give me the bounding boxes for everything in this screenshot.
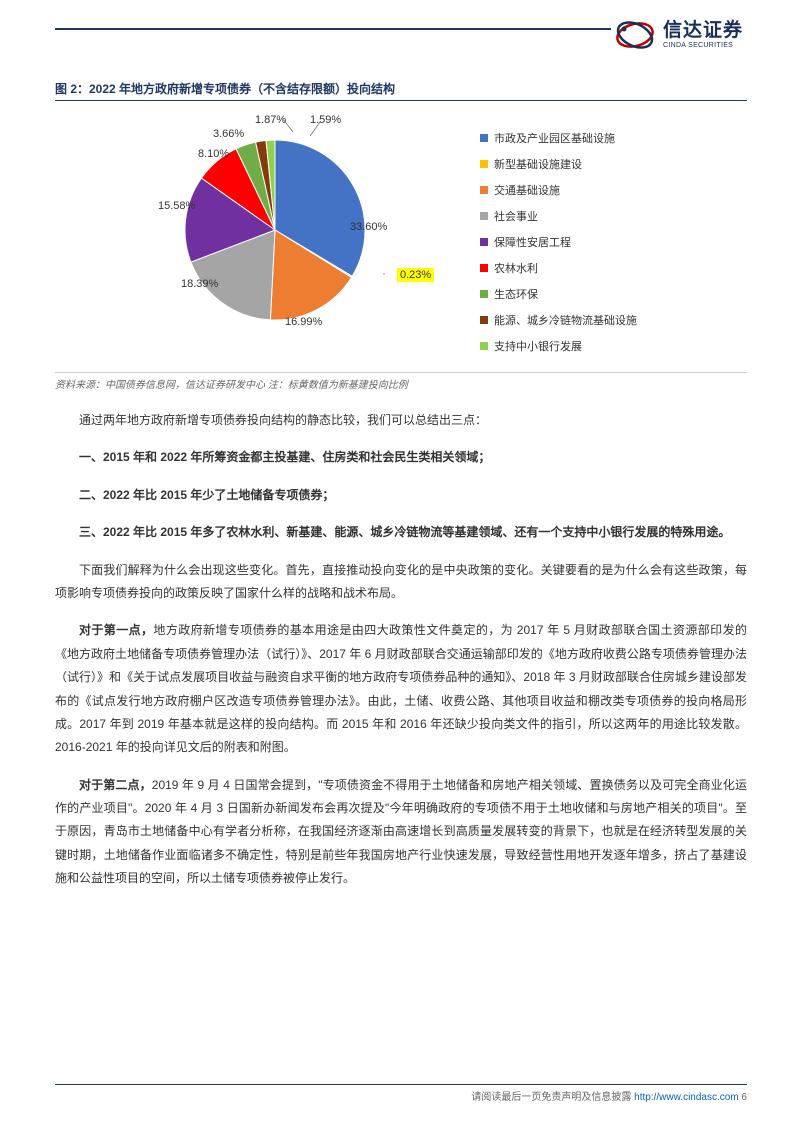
legend-item: 农林水利 bbox=[480, 260, 637, 276]
legend-label: 新型基础设施建设 bbox=[494, 156, 582, 172]
legend-item: 能源、城乡冷链物流基础设施 bbox=[480, 312, 637, 328]
legend-mark bbox=[480, 264, 488, 272]
legend-mark bbox=[480, 316, 488, 324]
legend-mark bbox=[480, 160, 488, 168]
para-first-bold: 对于第一点， bbox=[79, 623, 153, 637]
legend-label: 能源、城乡冷链物流基础设施 bbox=[494, 312, 637, 328]
footer-link[interactable]: http://www.cindasc.com bbox=[634, 1092, 738, 1103]
para-first: 对于第一点，地方政府新增专项债券的基本用途是由四大政策性文件奠定的，为 2017… bbox=[55, 619, 747, 759]
pie-label: 18.39% bbox=[181, 278, 218, 290]
para-intro: 通过两年地方政府新增专项债券投向结构的静态比较，我们可以总结出三点： bbox=[55, 409, 747, 432]
legend: 市政及产业园区基础设施新型基础设施建设交通基础设施社会事业保障性安居工程农林水利… bbox=[480, 120, 637, 354]
legend-item: 新型基础设施建设 bbox=[480, 156, 637, 172]
para-explain: 下面我们解释为什么会出现这些变化。首先，直接推动投向变化的是中央政策的变化。关键… bbox=[55, 559, 747, 606]
legend-mark bbox=[480, 212, 488, 220]
legend-item: 交通基础设施 bbox=[480, 182, 637, 198]
legend-item: 社会事业 bbox=[480, 208, 637, 224]
logo-icon bbox=[615, 15, 655, 55]
legend-label: 保障性安居工程 bbox=[494, 234, 571, 250]
para-point3: 三、2022 年比 2015 年多了农林水利、新基建、能源、城乡冷链物流等基建领… bbox=[55, 521, 747, 544]
legend-label: 社会事业 bbox=[494, 208, 538, 224]
pie-label: 1.87% bbox=[255, 114, 286, 126]
legend-label: 农林水利 bbox=[494, 260, 538, 276]
source-note: 资料来源：中国债券信息网，信达证券研发中心 注：标黄数值为新基建投向比例 bbox=[55, 376, 747, 391]
para-point1: 一、2015 年和 2022 年所筹资金都主投基建、住房类和社会民生类相关领域； bbox=[55, 446, 747, 469]
pie-label: 15.58% bbox=[158, 200, 195, 212]
para-point2: 二、2022 年比 2015 年少了土地储备专项债券； bbox=[55, 484, 747, 507]
pie-label: 3.66% bbox=[213, 128, 244, 140]
legend-mark bbox=[480, 186, 488, 194]
pie-label: 0.23% bbox=[397, 268, 434, 282]
legend-item: 市政及产业园区基础设施 bbox=[480, 130, 637, 146]
pie-chart: 33.60%0.23%16.99%18.39%15.58%8.10%3.66%1… bbox=[165, 120, 445, 345]
pie-label: 1.59% bbox=[310, 114, 341, 126]
legend-item: 支持中小银行发展 bbox=[480, 338, 637, 354]
figure-title: 图 2：2022 年地方政府新增专项债券（不含结存限额）投向结构 bbox=[55, 80, 747, 101]
footer: 请阅读最后一页免责声明及信息披露 http://www.cindasc.com … bbox=[471, 1088, 747, 1103]
legend-label: 生态环保 bbox=[494, 286, 538, 302]
footer-page: 6 bbox=[739, 1092, 747, 1103]
footer-line bbox=[55, 1084, 747, 1085]
para-first-text: 地方政府新增专项债券的基本用途是由四大政策性文件奠定的，为 2017 年 5 月… bbox=[55, 623, 747, 754]
legend-mark bbox=[480, 342, 488, 350]
para-second-bold: 对于第二点， bbox=[79, 778, 152, 792]
pie-label: 8.10% bbox=[198, 148, 229, 160]
legend-mark bbox=[480, 238, 488, 246]
legend-item: 保障性安居工程 bbox=[480, 234, 637, 250]
legend-label: 交通基础设施 bbox=[494, 182, 560, 198]
logo-en-text: CINDA SECURITIES bbox=[663, 42, 743, 49]
pie-label: 33.60% bbox=[350, 221, 387, 233]
para-second: 对于第二点，2019 年 9 月 4 日国常会提到，"专项债资金不得用于土地储备… bbox=[55, 774, 747, 891]
pie-chart-container: 33.60% 0.23% 16.99% 18.39% 15.58% 8.10% 3.66% 1… bbox=[55, 105, 747, 373]
para-second-text: 2019 年 9 月 4 日国常会提到，"专项债资金不得用于土地储备和房地产相关… bbox=[55, 778, 747, 886]
legend-label: 市政及产业园区基础设施 bbox=[494, 130, 615, 146]
legend-label: 支持中小银行发展 bbox=[494, 338, 582, 354]
legend-mark bbox=[480, 290, 488, 298]
content: 图 2：2022 年地方政府新增专项债券（不含结存限额）投向结构 33.60% 0… bbox=[55, 80, 747, 891]
logo: 信达证券 CINDA SECURITIES bbox=[611, 15, 747, 55]
legend-item: 生态环保 bbox=[480, 286, 637, 302]
logo-cn-text: 信达证券 bbox=[663, 21, 743, 40]
footer-text: 请阅读最后一页免责声明及信息披露 bbox=[471, 1092, 634, 1103]
pie-label: 16.99% bbox=[285, 316, 322, 328]
legend-mark bbox=[480, 134, 488, 142]
